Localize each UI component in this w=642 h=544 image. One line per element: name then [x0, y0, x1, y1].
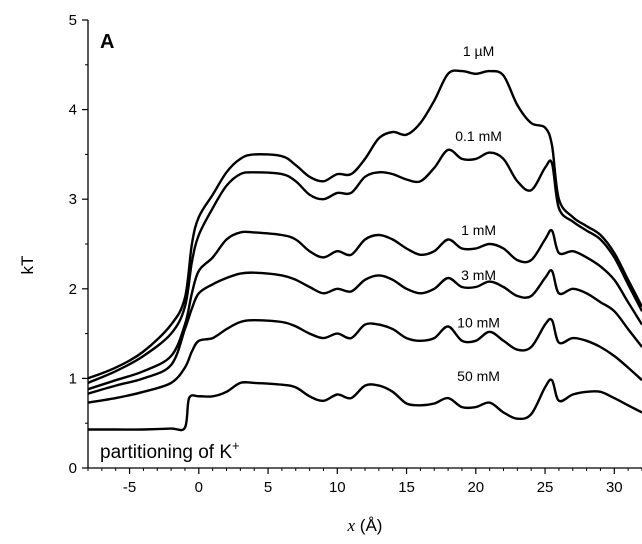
series-label-10-mm: 10 mM	[457, 314, 500, 330]
annotation-superscript: +	[232, 438, 240, 453]
y-tick-label: 4	[69, 102, 77, 119]
x-tick-label: -5	[123, 479, 136, 496]
y-tick-label: 1	[69, 370, 77, 387]
x-tick-label: 25	[537, 479, 554, 496]
series-label-1-um: 1 µM	[463, 43, 494, 59]
series-label-1-mm: 1 mM	[461, 222, 496, 238]
tick-layer: 0 1 2 3 4 5 -5 0 5 10 15 20 25 30	[69, 12, 642, 496]
x-tick-label: 15	[398, 479, 415, 496]
x-tick-label: 10	[329, 479, 346, 496]
x-tick-label: 20	[467, 479, 484, 496]
series-line-3-mm	[87, 269, 642, 395]
series-line-1-mm	[87, 228, 642, 391]
x-axis-title: x (Å)	[347, 516, 383, 535]
series-line-10-mm	[87, 317, 642, 404]
y-tick-label: 2	[69, 281, 77, 298]
x-tick-label: 5	[264, 479, 272, 496]
series-layer	[87, 69, 642, 432]
y-tick-label: 3	[69, 191, 77, 208]
partitioning-annotation: partitioning of K+	[100, 438, 240, 463]
series-line-50-mm	[88, 378, 642, 432]
series-line-1-um	[87, 69, 642, 380]
annotation-text: partitioning of K	[100, 442, 232, 463]
series-label-0-1-mm: 0.1 mM	[455, 128, 502, 144]
x-axis-unit: (Å)	[355, 516, 382, 535]
series-label-layer: 1 µM 0.1 mM 1 mM 3 mM 10 mM 50 mM	[455, 43, 502, 384]
y-tick-label: 0	[69, 460, 77, 477]
x-axis-variable: x	[347, 516, 356, 535]
series-label-50-mm: 50 mM	[457, 368, 500, 384]
x-tick-label: 0	[195, 479, 203, 496]
panel-label: A	[100, 31, 114, 53]
y-tick-label: 5	[69, 12, 77, 29]
series-label-3-mm: 3 mM	[461, 267, 496, 283]
y-axis-title: kT	[18, 256, 37, 275]
series-line-0-1-mm	[87, 148, 642, 385]
x-tick-label: 30	[606, 479, 623, 496]
